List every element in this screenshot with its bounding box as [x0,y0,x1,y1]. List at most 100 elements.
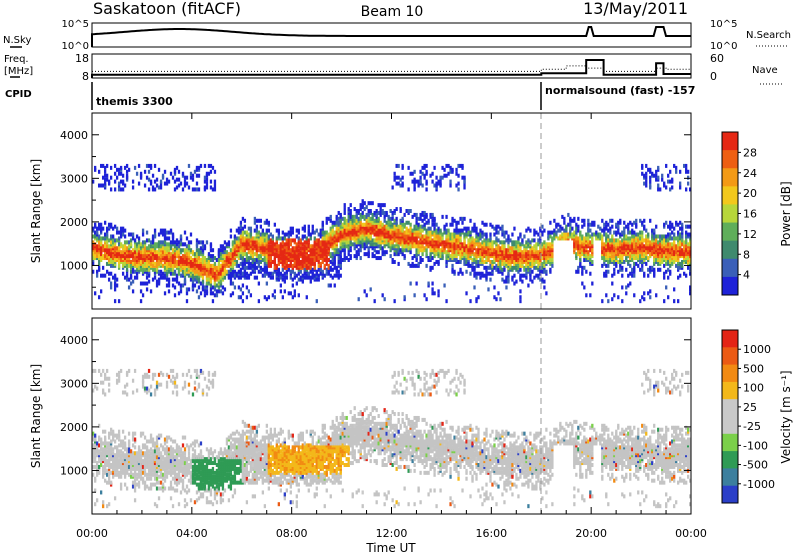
power-cell [541,256,544,261]
power-cell [383,210,386,215]
power-cell [517,248,520,253]
power-cell [279,256,282,261]
power-cell [547,234,550,239]
power-cell [249,265,253,270]
power-cell [337,259,340,264]
power-cell [173,240,177,245]
power-cell [443,224,446,229]
power-y-axis-label: Slant Range [km] [29,159,43,263]
power-cell [435,181,438,186]
power-cell [411,261,414,266]
power-cell [365,252,368,257]
power-cell [403,254,406,259]
power-cell [583,248,586,253]
power-cell [401,181,404,186]
power-cell [533,228,536,233]
power-cell [509,238,512,243]
power-cell [665,220,668,225]
power-cell [169,228,173,233]
power-cell [343,228,346,233]
power-cell [355,254,358,259]
power-cell [421,165,424,170]
power-cell [175,273,179,278]
power-cell [263,295,267,300]
power-cell [579,261,582,266]
power-cell [187,185,191,190]
power-cell [499,246,502,251]
freq-label-1: Freq. [4,54,29,65]
power-cell [585,254,588,259]
power-cell [327,283,330,288]
power-cell [655,224,658,229]
power-cell [229,234,233,239]
power-cell [111,259,115,264]
power-cell [413,177,416,182]
power-cell [163,181,167,186]
power-cell [329,218,332,223]
power-cell [533,265,536,270]
power-cell [631,250,634,255]
power-cell [521,279,524,284]
power-cell [393,299,396,304]
power-cell [297,271,300,276]
power-cell [589,254,592,259]
nsky-label: N.Sky [3,35,31,46]
power-cell [453,218,456,223]
power-cell [437,240,440,245]
power-cell [409,230,412,235]
power-cell [117,167,121,172]
power-cell [199,163,203,168]
power-cell [393,244,396,249]
power-cell [273,242,276,247]
power-cell [679,232,682,237]
power-cell [425,220,428,225]
power-cell [477,232,480,237]
power-cell [437,179,440,184]
power-cell [611,224,614,229]
power-cell [641,163,644,168]
power-cell [397,181,400,186]
power-cell [671,236,674,241]
velocity-cell [99,437,103,442]
power-cell [267,244,271,249]
power-cell [403,295,406,300]
power-cell [575,252,578,257]
power-cell [169,244,173,249]
power-cell [663,263,666,268]
power-cell [175,177,179,182]
power-cell [297,277,300,282]
power-cell [171,232,175,237]
power-cell [619,240,622,245]
power-cell [181,242,185,247]
power-cell [379,203,382,208]
power-cell [639,299,642,304]
velocity-cell [101,447,105,452]
power-cell [299,246,302,251]
power-cell [323,273,326,278]
power-cell [243,265,247,270]
power-cell [269,244,272,249]
power-cell [325,230,328,235]
power-cell [385,220,388,225]
power-cell [267,271,271,276]
power-cell [205,181,209,186]
power-cell [95,254,99,259]
power-cell [587,250,590,255]
power-cell [223,246,227,251]
power-cell [295,281,298,286]
power-cell [155,183,159,188]
power-cell [299,259,302,264]
power-cell [577,224,580,229]
power-cell [615,222,618,227]
power-cell [111,240,115,245]
power-cell [129,250,133,255]
power-cell [687,169,690,174]
power-cell [195,181,199,186]
power-cell [157,277,161,282]
power-cell [689,291,692,296]
power-cell [205,240,209,245]
power-cell [365,293,368,298]
power-cell [647,267,650,272]
power-cell [299,238,302,243]
power-cell [563,220,566,225]
